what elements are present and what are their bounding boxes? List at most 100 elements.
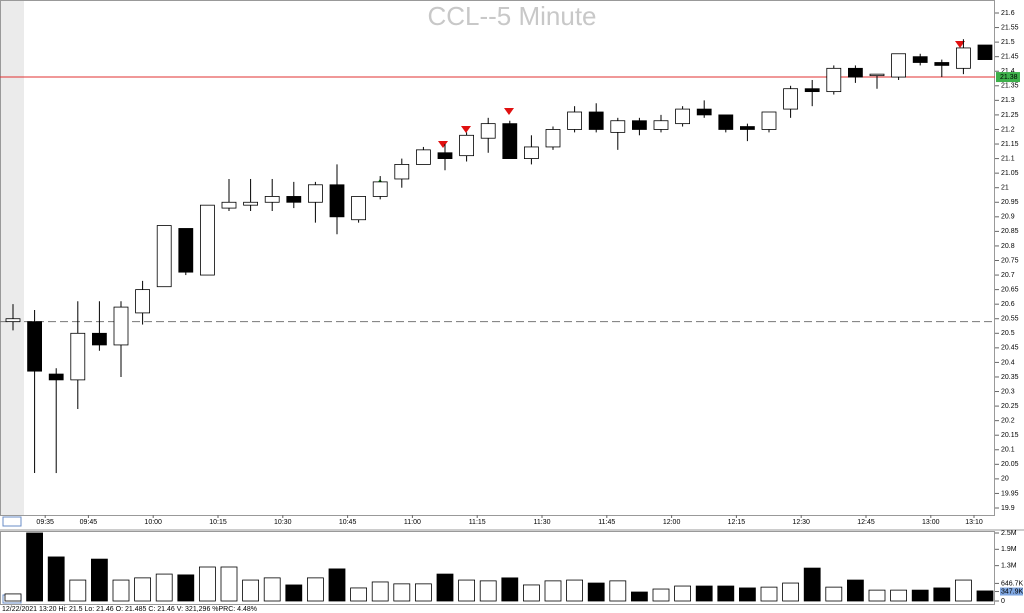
candle-body: [696, 108, 712, 116]
candle-body: [199, 204, 215, 276]
x-tick-label: 10:45: [339, 519, 357, 526]
volume-tick-label: 1.9M: [1001, 546, 1017, 553]
volume-bar: [134, 577, 152, 602]
candle-body: [588, 111, 604, 130]
candle-body: [178, 228, 194, 273]
candle-body: [70, 332, 86, 381]
volume-bar: [782, 582, 799, 602]
y-tick-label: 21.3: [1001, 97, 1015, 104]
y-tick-label: 21.15: [1001, 141, 1019, 148]
candle-body: [740, 126, 755, 130]
x-tick-label: 13:00: [922, 519, 940, 526]
volume-bar: [501, 577, 519, 602]
volume-bar: [631, 591, 648, 602]
volume-bar: [328, 568, 346, 602]
x-tick-label: 12:45: [857, 519, 875, 526]
volume-bar: [847, 579, 864, 602]
candle-body: [329, 184, 345, 218]
volume-bar: [436, 573, 454, 602]
y-tick-label: 20.2: [1001, 417, 1015, 424]
volume-bar: [393, 583, 411, 602]
x-tick-label: 11:30: [534, 519, 551, 526]
volume-bar: [674, 585, 691, 602]
x-tick-label: 11:45: [598, 519, 615, 526]
volume-bar: [285, 584, 303, 602]
candle-body: [135, 289, 151, 314]
volume-bar: [263, 577, 281, 602]
volume-bar: [177, 574, 195, 602]
candle-body: [351, 196, 367, 221]
volume-bar: [220, 566, 238, 602]
status-bar: 12/22/2021 13:20 Hi: 21.5 Lo: 21.46 O: 2…: [2, 606, 257, 613]
y-tick-label: 21.05: [1001, 170, 1019, 177]
x-tick-label: 09:35: [36, 519, 54, 526]
y-tick-label: 20.75: [1001, 257, 1019, 264]
candle-body: [761, 111, 777, 130]
volume-bar: [479, 580, 497, 602]
candle-body: [394, 164, 410, 180]
candle-body: [437, 152, 453, 159]
sell-arrow: [955, 41, 965, 48]
candle-body: [848, 67, 863, 78]
volume-bar: [414, 583, 432, 602]
candle-body: [718, 114, 734, 130]
y-tick-label: 20.35: [1001, 374, 1019, 381]
volume-current-box: [1000, 587, 1023, 596]
y-tick-label: 21.6: [1001, 10, 1015, 17]
x-tick-label: 10:15: [209, 519, 227, 526]
y-tick-label: 20.6: [1001, 301, 1015, 308]
volume-bar: [242, 579, 260, 602]
y-tick-label: 21.55: [1001, 24, 1019, 31]
volume-bar: [26, 532, 44, 602]
candle-body: [804, 88, 820, 93]
volume-bar: [91, 558, 108, 602]
volume-bar: [976, 590, 994, 602]
candle-body: [524, 146, 539, 159]
y-tick-label: 21.2: [1001, 126, 1015, 133]
volume-bar: [112, 579, 130, 602]
candle-body: [243, 201, 259, 206]
volume-tick-label: 2.5M: [1001, 530, 1017, 537]
volume-bar: [69, 579, 87, 602]
candle-body: [610, 120, 626, 133]
volume-bar: [350, 587, 368, 602]
y-tick-label: 21.35: [1001, 83, 1019, 90]
candle-body: [5, 318, 21, 323]
candle-body: [869, 73, 885, 77]
volume-panel-border: [0, 531, 995, 605]
volume-bar: [587, 582, 605, 602]
volume-bar: [652, 588, 670, 602]
volume-tick-label: 1.3M: [1001, 562, 1017, 569]
volume-bar: [933, 587, 951, 602]
candle-body: [113, 306, 129, 346]
scale-icon[interactable]: [2, 516, 22, 527]
y-tick-label: 20.05: [1001, 461, 1019, 468]
volume-bar: [911, 589, 929, 602]
candle-body: [286, 196, 302, 203]
y-tick-label: 19.9: [1001, 505, 1015, 512]
candle-body: [372, 181, 388, 197]
volume-bar: [566, 579, 583, 602]
candle-body: [783, 88, 798, 110]
x-tick-label: 12:30: [792, 519, 810, 526]
y-tick-label: 20.4: [1001, 359, 1015, 366]
candle-body: [415, 149, 431, 165]
y-tick-label: 20.85: [1001, 228, 1019, 235]
candle-body: [48, 373, 64, 381]
candle-body: [480, 123, 496, 139]
y-tick-label: 21.25: [1001, 112, 1019, 119]
candle-body: [156, 225, 172, 288]
x-tick-label: 12:00: [663, 519, 681, 526]
y-tick-label: 20.55: [1001, 316, 1019, 323]
sell-arrow: [438, 141, 448, 148]
x-tick-label: 12:15: [728, 519, 746, 526]
y-tick-label: 20.7: [1001, 272, 1015, 279]
x-tick-label: 09:45: [80, 519, 98, 526]
candle-body: [567, 111, 582, 130]
candle-body: [826, 67, 842, 93]
y-tick-label: 20.8: [1001, 243, 1015, 250]
volume-bar: [306, 577, 324, 602]
y-tick-label: 20.1: [1001, 447, 1015, 454]
y-tick-label: 19.95: [1001, 490, 1019, 497]
candle-body: [221, 201, 237, 209]
